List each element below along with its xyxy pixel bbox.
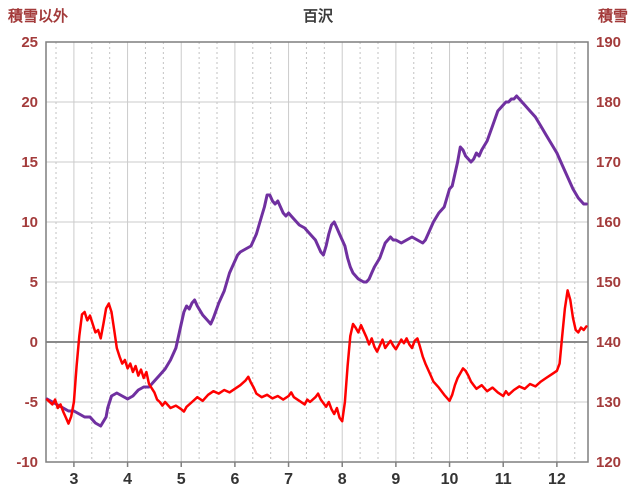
series-line-left [45,289,588,425]
x-axis-tick-label: 12 [548,471,566,488]
series-line-right [45,94,588,428]
x-axis-tick-label: 10 [441,471,459,488]
left-axis-tick-label: 25 [21,34,38,51]
left-axis-tick-label: 0 [30,334,38,351]
right-axis-tick-label: 180 [596,94,621,111]
right-axis-tick-label: 160 [596,214,621,231]
chart-title: 百沢 [302,8,333,25]
x-axis-tick-label: 7 [284,471,293,488]
x-axis-tick-label: 5 [177,471,186,488]
right-axis-tick-label: 130 [596,394,621,411]
x-axis-tick-label: 4 [123,471,132,488]
x-axis-tick-label: 3 [69,471,78,488]
left-axis-tick-label: 20 [21,94,38,111]
x-axis-tick-label: 11 [495,471,512,488]
right-axis-tick-label: 170 [596,154,621,171]
right-axis-tick-label: 120 [596,454,621,471]
right-axis-title: 積雪 [597,8,628,25]
right-axis-tick-label: 150 [596,274,621,291]
left-axis-tick-label: 10 [21,214,38,231]
left-axis-title: 積雪以外 [8,8,69,25]
left-axis-tick-label: -10 [16,454,38,471]
right-axis-tick-label: 140 [596,334,621,351]
left-axis-tick-label: 15 [21,154,38,171]
x-axis-tick-label: 9 [391,471,400,488]
left-axis-tick-label: -5 [25,394,38,411]
right-axis-tick-label: 190 [596,34,621,51]
x-axis-tick-label: 6 [230,471,239,488]
x-axis-tick-label: 8 [338,471,347,488]
left-axis-tick-label: 5 [30,274,38,291]
plot-frame [45,41,589,463]
